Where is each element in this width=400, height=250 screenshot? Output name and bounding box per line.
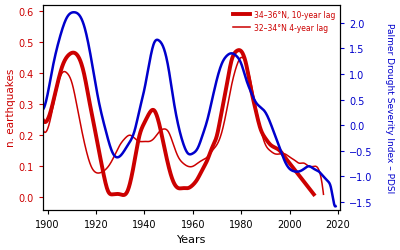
Y-axis label: n. earthquakes: n. earthquakes xyxy=(6,69,16,147)
X-axis label: Years: Years xyxy=(177,234,206,244)
Y-axis label: Palmer Drought Severity Index – PDSI: Palmer Drought Severity Index – PDSI xyxy=(386,23,394,192)
Legend: 34–36°N, 10-year lag, 32–34°N 4-year lag: 34–36°N, 10-year lag, 32–34°N 4-year lag xyxy=(232,9,336,34)
